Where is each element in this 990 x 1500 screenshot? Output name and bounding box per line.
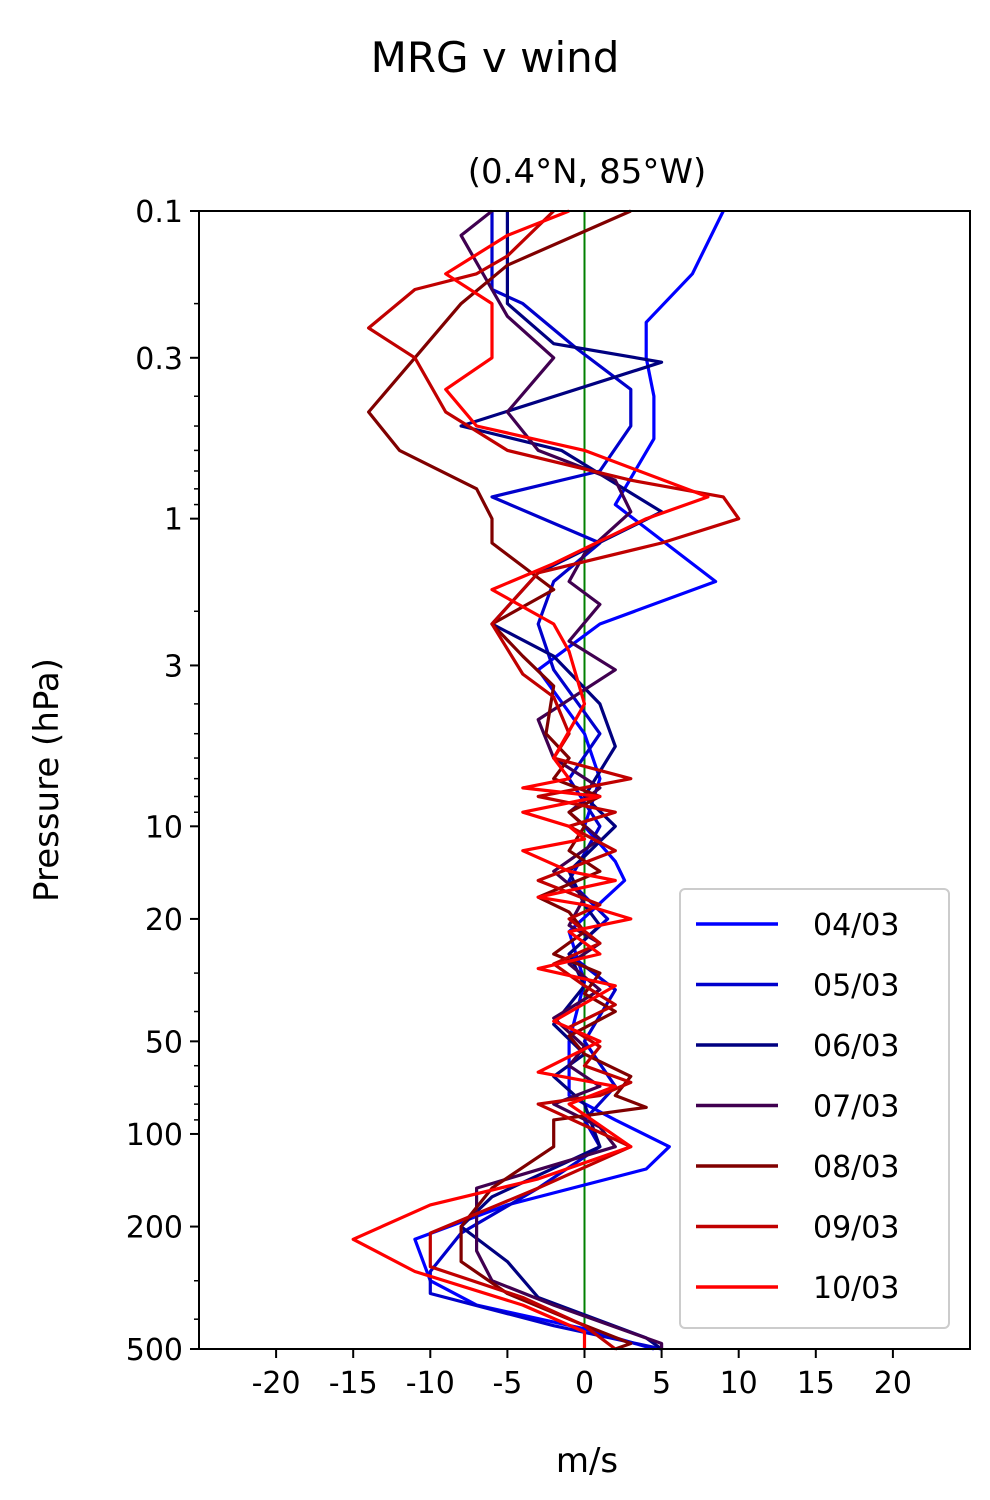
y-tick-label: 50 xyxy=(145,1025,183,1060)
series-line-08-03 xyxy=(367,209,648,1351)
x-tick-label: -5 xyxy=(492,1366,522,1401)
chart-suptitle: MRG v wind xyxy=(371,33,620,82)
legend-entry: 08/03 xyxy=(813,1150,899,1185)
y-tick-label: 3 xyxy=(164,649,183,684)
series-line-10-03 xyxy=(351,209,710,1349)
x-tick-label: 5 xyxy=(652,1366,671,1401)
x-tick-label: 15 xyxy=(797,1366,835,1401)
legend-entry: 05/03 xyxy=(813,969,899,1004)
series-line-05-03 xyxy=(428,211,662,1351)
legend-box xyxy=(679,888,950,1329)
y-tick-label: 0.1 xyxy=(135,195,183,230)
y-tick-label: 0.3 xyxy=(135,342,183,377)
x-tick-label: 10 xyxy=(720,1366,758,1401)
y-tick-label: 10 xyxy=(145,810,183,845)
legend-entry: 07/03 xyxy=(813,1090,899,1125)
y-tick-label: 1 xyxy=(164,503,183,538)
y-tick-label: 200 xyxy=(126,1211,183,1246)
legend-entry: 06/03 xyxy=(813,1029,899,1064)
y-tick-label: 100 xyxy=(126,1118,183,1153)
legend-entry: 04/03 xyxy=(813,908,899,943)
chart-title: (0.4°N, 85°W) xyxy=(468,152,707,192)
x-tick-label: -20 xyxy=(252,1366,301,1401)
y-tick-label: 500 xyxy=(126,1333,183,1368)
legend-entry: 09/03 xyxy=(813,1211,899,1246)
x-tick-label: -15 xyxy=(329,1366,378,1401)
series-line-04-03 xyxy=(413,210,725,1351)
y-axis-label: Pressure (hPa) xyxy=(27,658,67,902)
x-tick-label: 0 xyxy=(575,1366,594,1401)
legend-entry: 10/03 xyxy=(813,1271,899,1306)
y-tick-label: 20 xyxy=(145,903,183,938)
plot-area: -20 -15 -10 -5 0 5 10 15 20 0.1 0.3 1 3 10 20 50 100 200 5… xyxy=(126,195,971,1401)
series-line-07-03 xyxy=(459,209,664,1349)
x-tick-label: 20 xyxy=(874,1366,912,1401)
x-axis-label: m/s xyxy=(556,1441,618,1481)
x-tick-label: -10 xyxy=(406,1366,455,1401)
